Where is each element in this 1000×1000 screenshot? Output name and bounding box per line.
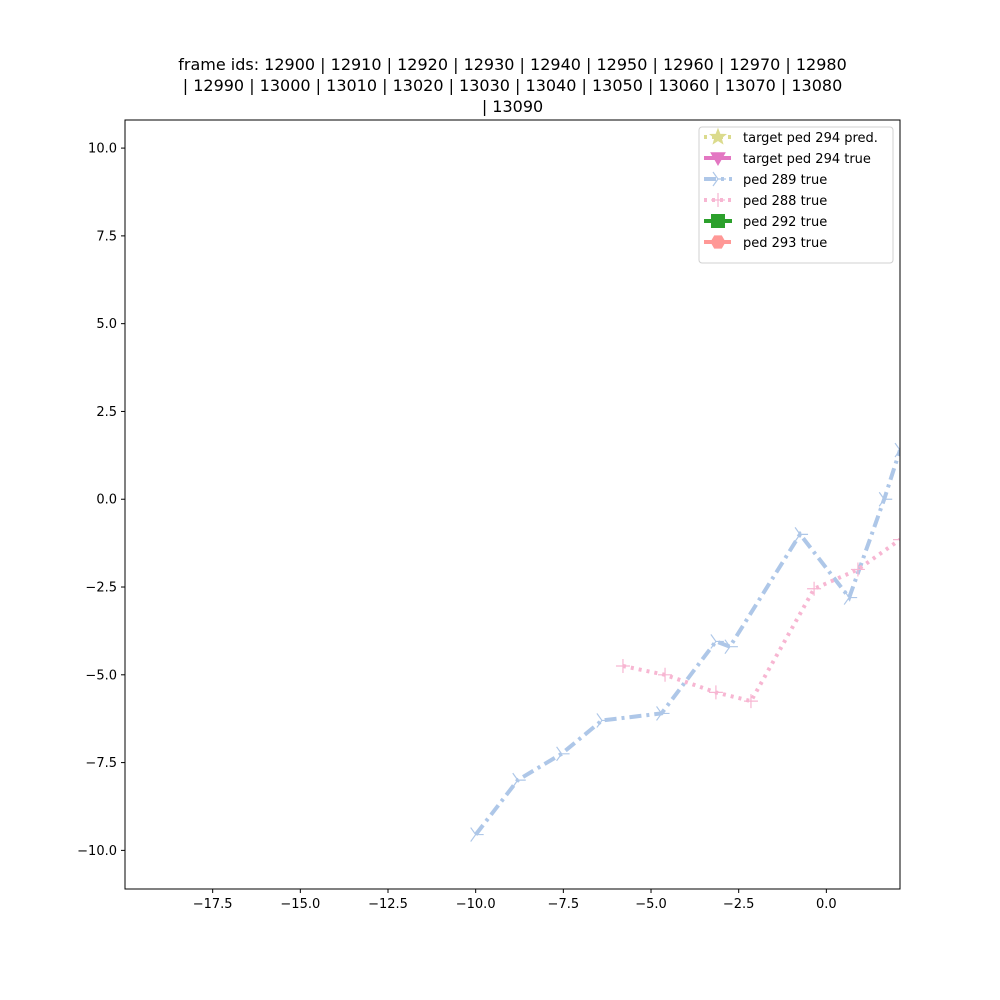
legend-item: ped 289 true [704, 171, 827, 188]
data-point [743, 694, 758, 709]
legend-item: target ped 294 true [704, 152, 871, 167]
chart-title-line-2: | 12990 | 13000 | 13010 | 13020 | 13030 … [182, 76, 843, 95]
data-point [556, 746, 570, 762]
data-point [894, 442, 900, 458]
x-tick-label: 0.0 [816, 897, 837, 912]
data-point [893, 532, 900, 547]
data-point [656, 706, 670, 721]
y-tick-label: 10.0 [88, 142, 117, 157]
chart-title: frame ids: 12900 | 12910 | 12920 | 12930… [120, 54, 905, 117]
legend-item: ped 293 true [704, 235, 827, 251]
data-point [512, 772, 526, 788]
legend-label: ped 288 true [743, 194, 827, 209]
data-point [708, 685, 723, 700]
legend-item: target ped 294 pred. [704, 127, 878, 146]
legend-label: ped 293 true [743, 236, 827, 251]
series-layer [470, 442, 900, 842]
data-point [878, 491, 893, 507]
x-tick-label: −7.5 [548, 897, 580, 912]
data-point [807, 581, 822, 596]
y-axis: −10.0 −7.5 −5.0 −2.5 0.0 2.5 5.0 7.5 10.0 [77, 142, 125, 859]
x-axis: −17.5 −15.0 −12.5 −10.0 −7.5 −5.0 −2.5 0.0 [193, 889, 837, 912]
series-3 [615, 532, 900, 709]
x-tick-label: −5.0 [635, 897, 667, 912]
y-tick-label: −7.5 [85, 756, 117, 771]
legend-label: ped 289 true [743, 173, 827, 188]
y-tick-label: −10.0 [77, 844, 117, 859]
data-point [470, 827, 484, 842]
chart-title-line-1: frame ids: 12900 | 12910 | 12920 | 12930… [178, 55, 847, 74]
legend-label: target ped 294 true [743, 152, 871, 167]
legend-item: ped 292 true [704, 214, 827, 230]
data-point [596, 713, 610, 728]
data-point [843, 590, 858, 605]
x-tick-label: −15.0 [280, 897, 320, 912]
x-tick-label: −2.5 [723, 897, 755, 912]
legend-marker [710, 152, 726, 167]
y-tick-label: −2.5 [85, 581, 117, 596]
y-tick-label: 0.0 [96, 493, 117, 508]
data-point [710, 634, 724, 649]
legend: target ped 294 pred. target ped 294 true p… [698, 126, 894, 264]
legend-marker [709, 127, 727, 145]
series-2 [470, 442, 900, 842]
legend-marker [712, 171, 726, 187]
y-tick-label: 7.5 [96, 229, 117, 244]
data-point [724, 639, 738, 655]
x-tick-label: −12.5 [368, 897, 408, 912]
legend-marker [710, 235, 726, 249]
legend-box [698, 126, 894, 264]
legend-label: ped 292 true [743, 215, 827, 230]
y-tick-label: 5.0 [96, 317, 117, 332]
y-tick-label: 2.5 [96, 405, 117, 420]
legend-label: target ped 294 pred. [743, 131, 878, 146]
plot-frame [124, 119, 901, 890]
data-point [615, 659, 630, 674]
data-point [658, 667, 673, 682]
data-point [794, 526, 809, 542]
x-tick-label: −10.0 [456, 897, 496, 912]
series-line [474, 449, 900, 836]
legend-item: ped 288 true [704, 193, 827, 209]
y-tick-label: −5.0 [85, 668, 117, 683]
data-point [850, 562, 865, 577]
legend-marker [711, 193, 725, 207]
chart-title-line-3: | 13090 [481, 97, 544, 116]
x-tick-label: −17.5 [193, 897, 233, 912]
legend-marker [711, 214, 725, 228]
